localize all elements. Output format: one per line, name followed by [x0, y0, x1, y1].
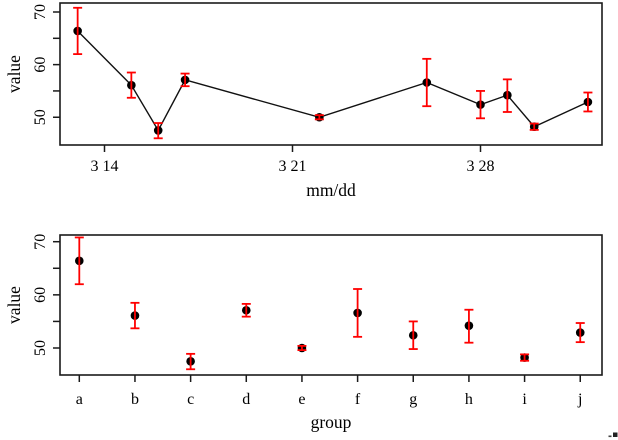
plot-box: [59, 234, 603, 376]
error-bar: [186, 352, 196, 371]
top-xaxis-title: mm/dd: [306, 180, 356, 200]
error-bar: [464, 308, 474, 344]
x-tick-label: i: [522, 391, 527, 408]
y-tick-label: 70: [32, 234, 49, 250]
error-bar: [502, 78, 512, 113]
x-tick-label: c: [187, 391, 194, 408]
x-tick-label: j: [577, 391, 582, 408]
error-bar: [475, 90, 485, 120]
x-tick-label: e: [298, 391, 305, 408]
x-tick-label: 3 14: [91, 158, 119, 175]
error-bar: [73, 6, 83, 55]
error-bar: [126, 71, 136, 99]
error-bar: [575, 322, 585, 344]
x-tick-label: d: [242, 391, 250, 408]
bottom-xaxis-title: group: [311, 412, 352, 432]
error-bar: [520, 353, 530, 362]
y-tick-label: 50: [32, 340, 49, 356]
x-tick-label: a: [76, 391, 83, 408]
x-tick-label: g: [409, 391, 417, 408]
error-bar: [314, 114, 324, 121]
error-bar: [74, 236, 84, 286]
error-bar: [130, 301, 140, 330]
x-tick-label: 3 28: [466, 158, 494, 175]
error-bar: [408, 320, 418, 350]
error-bar: [529, 122, 539, 131]
y-tick-label: 60: [32, 57, 49, 73]
x-tick-label: h: [465, 391, 473, 408]
series-line: [77, 30, 589, 132]
x-tick-label: b: [131, 391, 139, 408]
y-tick-label: 60: [32, 287, 49, 303]
error-bar: [422, 57, 432, 108]
error-bar: [241, 302, 251, 318]
error-bar: [297, 344, 307, 352]
bottom-panel: 50 60 70 a b c d e f g h i j: [32, 234, 603, 408]
y-tick-label: 50: [32, 109, 49, 125]
corner-artifact: [608, 432, 618, 438]
plot-box: [59, 2, 603, 146]
error-bar: [180, 72, 190, 88]
bottom-yaxis-title: value: [4, 286, 24, 324]
x-tick-label: 3 21: [278, 158, 306, 175]
top-yaxis-title: value: [4, 55, 24, 93]
error-bar: [353, 288, 363, 338]
x-tick-label: f: [355, 391, 361, 408]
error-bar: [583, 91, 593, 113]
y-tick-label: 70: [32, 4, 49, 20]
error-bar: [153, 122, 163, 140]
top-panel: 50 60 70 3 14 3 21 3 28: [32, 2, 603, 175]
